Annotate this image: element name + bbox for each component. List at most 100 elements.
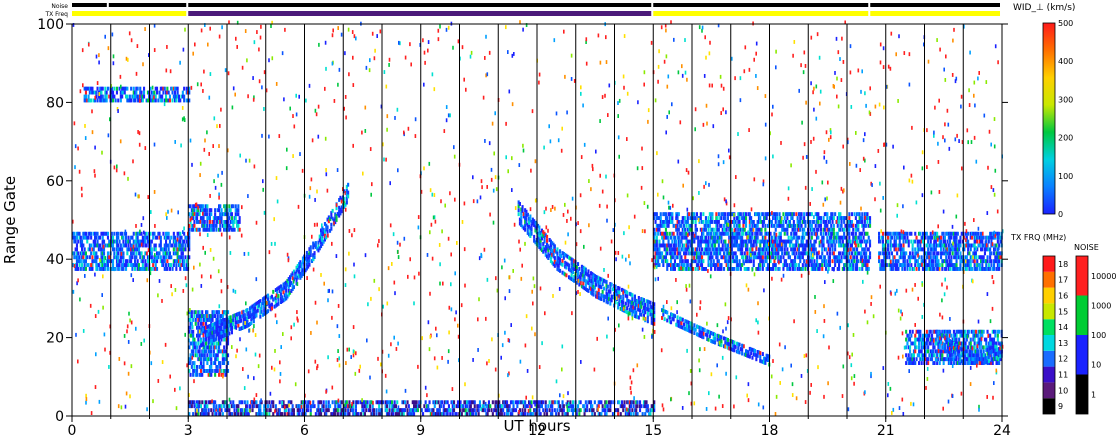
echo-cell: [360, 400, 363, 405]
echo-cell: [150, 267, 153, 271]
echo-cell: [348, 412, 351, 416]
echo-cell: [738, 227, 741, 232]
echo-cell: [914, 263, 917, 267]
echo-cell: [834, 263, 837, 267]
echo-cell: [866, 216, 869, 220]
echo-cell: [211, 326, 214, 331]
echo-cell: [143, 239, 146, 244]
echo-cell: [881, 259, 884, 264]
echo-cell: [985, 337, 988, 342]
echo-cell: [311, 404, 314, 409]
echo-cell: [946, 357, 949, 362]
echo-cell: [286, 282, 289, 287]
echo-cell: [196, 412, 199, 416]
echo-cell: [707, 227, 710, 232]
echo-cell: [994, 259, 997, 264]
echo-cell: [221, 212, 224, 217]
echo-cell: [927, 361, 930, 365]
echo-cell: [631, 400, 634, 405]
echo-cell: [956, 329, 959, 334]
echo-cell: [608, 400, 611, 405]
echo-cell: [686, 247, 689, 252]
echo-cell: [330, 226, 333, 231]
echo-cell: [201, 342, 204, 347]
echo-cell: [698, 239, 701, 244]
echo-cell: [954, 251, 957, 256]
echo-cell: [149, 251, 152, 256]
echo-cell: [839, 239, 842, 244]
echo-cell: [912, 353, 915, 358]
echo-cell: [726, 267, 729, 271]
echo-cell: [840, 243, 843, 248]
echo-cell: [819, 255, 822, 260]
echo-cell: [799, 227, 802, 232]
echo-cell: [993, 259, 996, 264]
echo-cell: [189, 372, 192, 377]
echo-cell: [393, 404, 396, 409]
echo-cell: [998, 259, 1001, 264]
echo-cell: [340, 412, 343, 416]
echo-cell: [115, 251, 118, 256]
echo-cell: [792, 212, 795, 217]
echo-cell: [134, 259, 137, 264]
echo-cell: [167, 231, 170, 236]
echo-cell: [150, 259, 153, 264]
echo-cell: [684, 251, 687, 256]
echo-cell: [194, 353, 197, 358]
echo-cell: [863, 247, 866, 252]
echo-cell: [198, 372, 201, 377]
echo-cell: [831, 243, 834, 248]
echo-cell: [792, 231, 795, 236]
echo-cell: [803, 227, 806, 232]
echo-cell: [901, 231, 904, 236]
echo-cell: [228, 404, 231, 409]
echo-cell: [990, 235, 993, 240]
echo-cell: [817, 227, 820, 232]
echo-cell: [981, 333, 984, 338]
echo-cell: [206, 204, 209, 209]
echo-cell: [437, 412, 440, 416]
echo-cell: [165, 247, 168, 252]
echo-cell: [668, 216, 671, 220]
echo-cell: [659, 212, 662, 217]
echo-cell: [689, 239, 692, 244]
echo-cell: [737, 267, 740, 271]
echo-cell: [943, 243, 946, 248]
echo-cell: [838, 259, 841, 264]
echo-cell: [361, 408, 364, 413]
echo-cell: [866, 212, 869, 217]
echo-cell: [831, 267, 834, 271]
echo-cell: [522, 412, 525, 416]
echo-cell: [193, 208, 196, 213]
echo-cell: [725, 263, 728, 267]
echo-cell: [850, 259, 853, 264]
echo-cell: [738, 247, 741, 252]
echo-cell: [201, 314, 204, 318]
echo-cell: [964, 263, 967, 267]
echo-cell: [354, 412, 357, 416]
echo-cell: [720, 212, 723, 217]
echo-cell: [694, 259, 697, 264]
echo-cell: [141, 239, 144, 244]
echo-cell: [192, 400, 195, 405]
echo-cell: [889, 231, 892, 236]
echo-cell: [976, 267, 979, 271]
echo-cell: [733, 216, 736, 220]
echo-cell: [614, 408, 617, 413]
echo-cell: [764, 235, 767, 240]
echo-cell: [73, 251, 76, 256]
echo-cell: [898, 255, 901, 260]
echo-cell: [772, 212, 775, 217]
echo-cell: [751, 243, 754, 248]
echo-cell: [998, 255, 1001, 260]
echo-cell: [171, 243, 174, 248]
echo-cell: [826, 235, 829, 240]
echo-cell: [998, 341, 1001, 346]
echo-cell: [113, 239, 116, 244]
echo-cell: [503, 400, 506, 405]
echo-cell: [468, 408, 471, 413]
echo-cell: [838, 255, 841, 260]
echo-cell: [730, 235, 733, 240]
echo-cell: [995, 345, 998, 350]
echo-cell: [856, 227, 859, 232]
